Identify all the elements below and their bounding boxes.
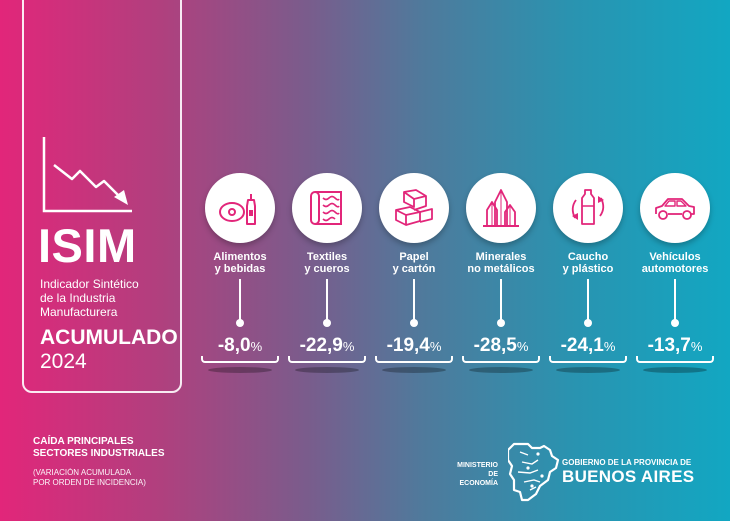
sector-label: Textiles y cueros [283,251,371,275]
sector-value: -24,1% [544,336,632,355]
cardboard-boxes-icon [395,189,433,226]
sector-icon-circle [292,173,362,243]
sector-value: -8,0% [196,336,284,355]
value-number: -19,4 [386,335,430,356]
buenos-aires-map-icon [508,442,560,502]
subtitle-line: Manufacturera [40,305,118,319]
connector-line [587,279,589,322]
sector-label: Papel y cartón [370,251,458,275]
footer-title-line: CAÍDA PRINCIPALES [33,436,134,447]
value-unit: % [690,339,703,354]
connector-dot [497,319,505,327]
sector-icon-circle [466,173,536,243]
value-bracket [288,356,366,363]
value-shadow [208,367,272,373]
value-bracket [636,356,714,363]
sector-icon-circle [553,173,623,243]
sector-label: Vehículos automotores [631,251,719,275]
sector-label-line: y plástico [562,263,614,275]
value-unit: % [516,339,529,354]
textile-roll-icon [310,191,342,225]
sector-label-line: Vehículos [649,251,701,263]
sector-label-line: Minerales [475,251,527,263]
footer-note-line: (VARIACIÓN ACUMULADA [33,468,132,477]
ministry-line: MINISTERIO DE [457,462,498,478]
value-shadow [643,367,707,373]
title-subtitle: Indicador Sintético de la Industria Manu… [40,277,175,319]
sector-value: -13,7% [631,336,719,355]
sector-label-line: y bebidas [214,263,266,275]
footer-title-line: SECTORES INDUSTRIALES [33,448,165,459]
connector-dot [584,319,592,327]
province-name: BUENOS AIRES [562,467,695,486]
sector-label-line: y cueros [304,263,350,275]
connector-line [413,279,415,322]
connector-line [326,279,328,322]
subtitle-line: Indicador Sintético [40,277,139,291]
footer-note-line: POR ORDEN DE INCIDENCIA) [33,478,146,487]
value-unit: % [429,339,442,354]
sector-value: -19,4% [370,336,458,355]
sector-icon-circle [379,173,449,243]
period-year: 2024 [40,350,87,373]
government-label: GOBIERNO DE LA PROVINCIA DE [562,458,692,467]
connector-dot [671,319,679,327]
subtitle-line: de la Industria [40,291,116,305]
sector-label-line: Textiles [306,251,348,263]
sector-label-line: automotores [641,263,709,275]
recycle-bottle-icon [571,189,605,225]
trend-down-arrow-icon [42,137,132,213]
value-unit: % [603,339,616,354]
sector-label: Caucho y plástico [544,251,632,275]
connector-line [239,279,241,322]
value-number: -22,9 [299,335,343,356]
value-shadow [382,367,446,373]
sector-icon-circle [640,173,710,243]
value-number: -24,1 [560,335,604,356]
value-bracket [462,356,540,363]
connector-line [674,279,676,322]
connector-dot [236,319,244,327]
page-title: ISIM [38,219,137,272]
sector-label-line: Alimentos [213,251,267,263]
value-shadow [295,367,359,373]
sector-label: Minerales no metálicos [457,251,545,275]
footer-note: (VARIACIÓN ACUMULADA POR ORDEN DE INCIDE… [33,468,146,488]
value-unit: % [250,339,263,354]
food-beverage-icon [219,194,256,225]
sector-label-line: y cartón [392,263,436,275]
value-unit: % [342,339,355,354]
value-shadow [469,367,533,373]
sector-label-line: Papel [399,251,429,263]
value-shadow [556,367,620,373]
sector-label: Alimentos y bebidas [196,251,284,275]
footer-title: CAÍDA PRINCIPALES SECTORES INDUSTRIALES [33,436,165,460]
value-number: -8,0 [217,335,251,356]
sector-value: -22,9% [283,336,371,355]
ministry-line: ECONOMÍA [459,480,499,487]
value-number: -28,5 [473,335,517,356]
connector-dot [410,319,418,327]
connector-dot [323,319,331,327]
value-bracket [549,356,627,363]
period-label: ACUMULADO [40,326,178,349]
ministry-label: MINISTERIO DE ECONOMÍA [448,461,498,488]
car-icon [655,198,695,220]
crystals-icon [483,189,519,227]
value-bracket [375,356,453,363]
value-bracket [201,356,279,363]
value-number: -13,7 [647,335,691,356]
sector-label-line: Caucho [567,251,609,263]
sector-value: -28,5% [457,336,545,355]
sector-label-line: no metálicos [467,263,535,275]
connector-line [500,279,502,322]
sector-icon-circle [205,173,275,243]
brand-card [22,0,182,393]
